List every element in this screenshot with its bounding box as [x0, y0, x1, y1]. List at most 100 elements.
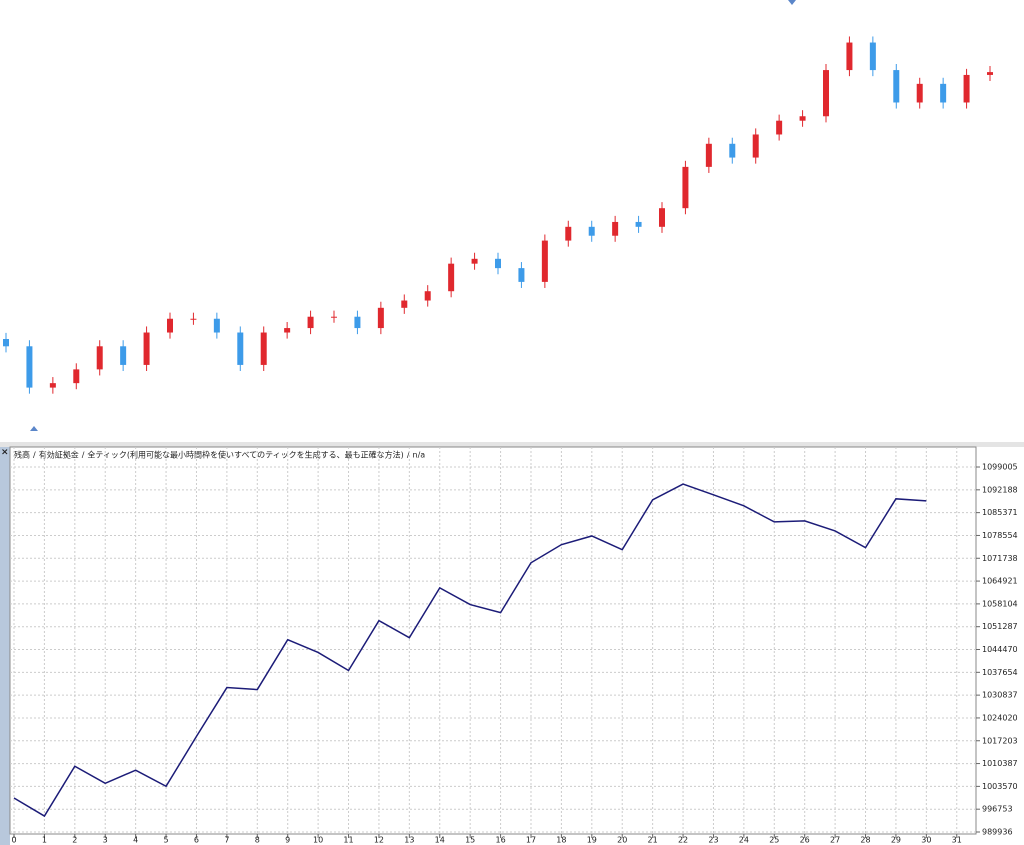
y-tick-label: 996753: [982, 805, 1013, 814]
x-tick-label: 10: [313, 836, 323, 845]
header-text: 全ティック(利用可能な最小時間枠を使いすべてのティックを生成する、最も正確な方法…: [87, 450, 403, 460]
x-tick-label: 2: [72, 836, 77, 845]
candle-body: [167, 318, 173, 333]
x-tick-label: 30: [921, 836, 931, 845]
y-tick-label: 1037654: [982, 668, 1018, 677]
x-tick-label: 26: [800, 836, 810, 845]
candle-body: [401, 300, 408, 308]
x-tick-label: 28: [860, 836, 870, 845]
header-text: /: [33, 451, 36, 460]
candle-body: [659, 208, 665, 227]
x-tick-label: 27: [830, 836, 840, 845]
x-tick-label: 5: [164, 836, 169, 845]
x-tick-label: 6: [194, 836, 199, 845]
candle-body: [495, 258, 501, 269]
x-tick-label: 29: [891, 836, 901, 845]
candle-body: [588, 226, 595, 236]
candle-body: [776, 120, 783, 135]
candle-body: [893, 70, 900, 103]
y-tick-label: 1092188: [982, 485, 1018, 494]
header-text: /: [82, 451, 85, 460]
candle-body: [471, 258, 478, 264]
candle-body: [354, 316, 361, 329]
y-tick-label: 1078554: [982, 531, 1018, 540]
x-tick-label: 9: [285, 836, 290, 845]
candle-body: [940, 83, 947, 103]
candle-body: [331, 316, 337, 318]
x-tick-label: 1: [42, 836, 47, 845]
arrow-marker: [30, 426, 38, 431]
candle-body: [799, 116, 806, 121]
candle-body: [284, 328, 291, 333]
balance-line: [13, 483, 927, 818]
candle-body: [846, 42, 853, 71]
y-tick-label: 1051287: [982, 622, 1018, 631]
x-tick-label: 4: [133, 836, 138, 845]
balance-plot: [9, 446, 977, 835]
x-tick-label: 23: [708, 836, 718, 845]
price-panel: [0, 0, 1024, 442]
y-tick-label: 1064921: [982, 577, 1018, 586]
x-tick-label: 0: [11, 836, 16, 845]
candle-body: [237, 332, 244, 365]
header-text: /: [407, 451, 410, 460]
x-tick-label: 7: [224, 836, 229, 845]
y-tick-label: 1044470: [982, 645, 1018, 654]
close-button[interactable]: ×: [1, 448, 9, 458]
candle-body: [213, 318, 220, 333]
x-tick-label: 13: [404, 836, 414, 845]
candle-body: [424, 291, 431, 301]
x-tick-label: 3: [103, 836, 108, 845]
y-tick-label: 1010387: [982, 759, 1018, 768]
x-tick-label: 24: [739, 836, 749, 845]
candle-body: [26, 346, 33, 388]
candle-body: [448, 263, 455, 292]
candle-body: [705, 143, 712, 167]
candle-body: [3, 339, 9, 347]
x-tick-label: 21: [648, 836, 658, 845]
candle-body: [729, 143, 736, 158]
candle-body: [916, 83, 923, 103]
candle-body: [307, 316, 314, 329]
y-tick-label: 1003570: [982, 782, 1018, 791]
candle-body: [541, 240, 548, 282]
x-tick-label: 17: [526, 836, 536, 845]
splitter: [0, 442, 1024, 447]
x-tick-label: 19: [587, 836, 597, 845]
x-tick-label: 25: [769, 836, 779, 845]
balance-header: 残高 / 有効証拠金 / 全ティック(利用可能な最小時間枠を使いすべてのティックを生成す…: [14, 450, 425, 460]
y-tick-label: 1030837: [982, 691, 1018, 700]
candle-body: [682, 166, 689, 209]
x-tick-label: 20: [617, 836, 627, 845]
candle-body: [565, 226, 572, 241]
y-tick-label: 1085371: [982, 508, 1018, 517]
header-text: n/a: [413, 451, 426, 460]
x-tick-label: 18: [556, 836, 566, 845]
balance-chart: 9899369967531003570101038710172031024020…: [10, 447, 1018, 845]
candle-body: [752, 134, 759, 158]
candle-body: [823, 70, 829, 117]
candle-body: [190, 318, 197, 320]
x-tick-label: 11: [343, 836, 353, 845]
y-tick-label: 1099005: [982, 463, 1018, 472]
candle-body: [612, 221, 619, 236]
arrow-marker: [788, 0, 796, 5]
y-tick-label: 1071738: [982, 554, 1018, 563]
y-tick-label: 1024020: [982, 713, 1018, 722]
candle-body: [635, 221, 642, 227]
y-tick-label: 989936: [982, 828, 1013, 837]
candles: [3, 36, 993, 394]
candle-body: [377, 307, 384, 329]
y-tick-label: 1058104: [982, 599, 1018, 608]
candle-body: [963, 74, 970, 103]
candle-body: [260, 332, 267, 365]
x-tick-label: 8: [255, 836, 260, 845]
x-tick-label: 15: [465, 836, 475, 845]
candle-body: [73, 369, 80, 384]
x-tick-label: 12: [374, 836, 384, 845]
candle-body: [49, 383, 56, 388]
x-tick-label: 31: [952, 836, 962, 845]
x-tick-label: 16: [495, 836, 505, 845]
